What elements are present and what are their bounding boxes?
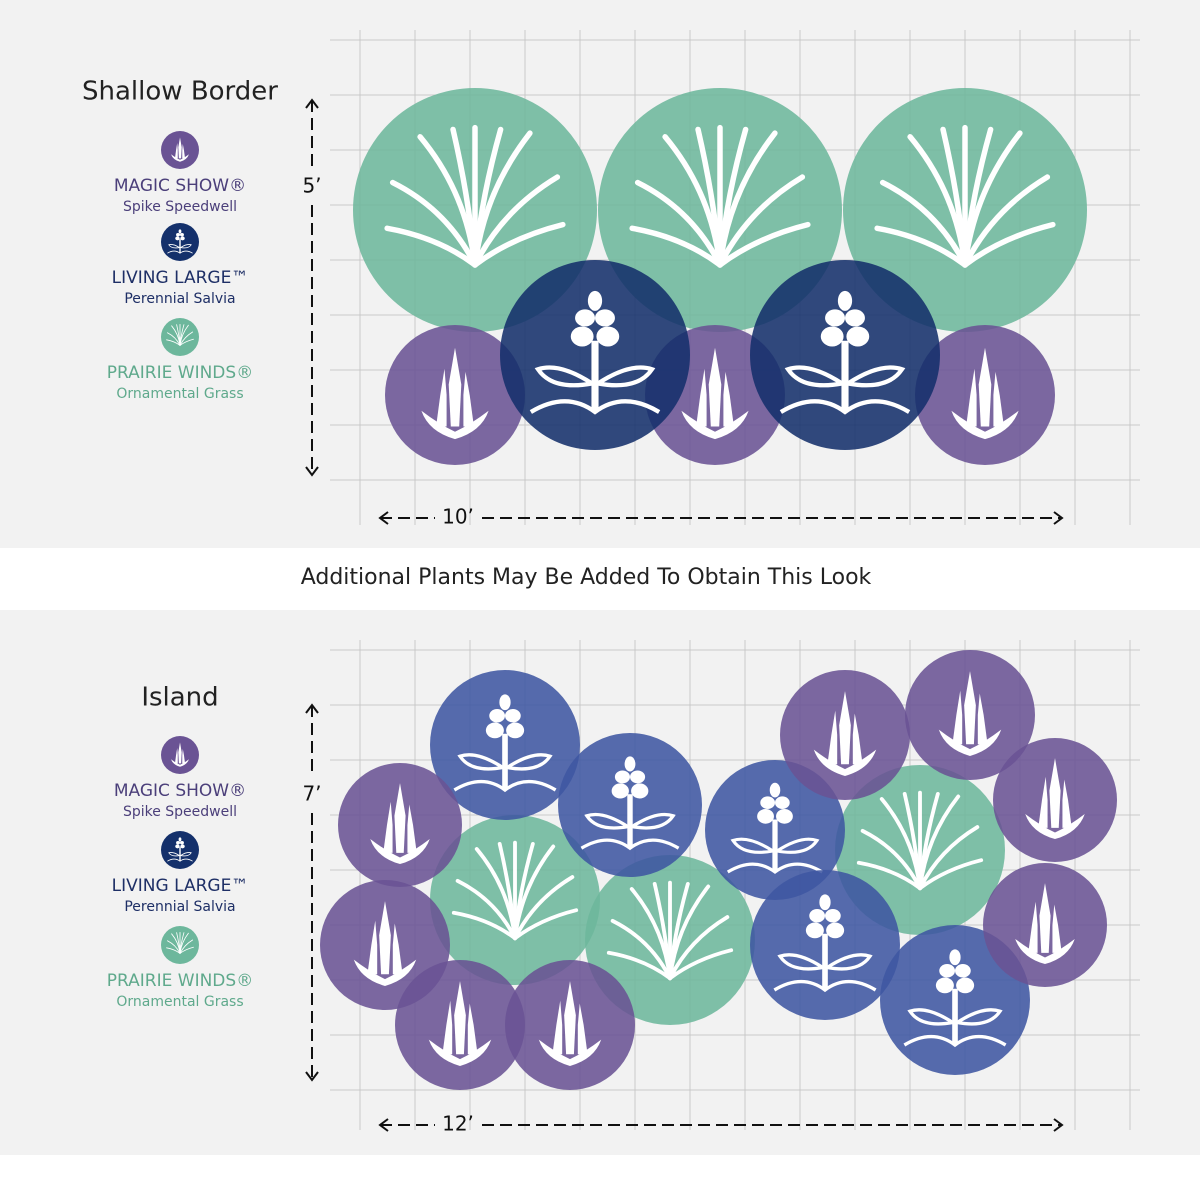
legend-name: MAGIC SHOW® [114,781,246,801]
legend-sub: Spike Speedwell [123,804,237,820]
legend-sub: Perennial Salvia [124,291,235,307]
arrow-head [378,511,389,525]
width-label: 10’ [442,505,474,529]
panel-title: Island [141,683,218,713]
legend-sub: Perennial Salvia [124,899,235,915]
legend-name: MAGIC SHOW® [114,176,246,196]
legend-name: LIVING LARGE™ [112,876,249,896]
arrow-head [305,1071,319,1082]
legend-name: PRAIRIE WINDS® [107,363,253,383]
panel-title: Shallow Border [82,77,278,107]
arrow-head [305,466,319,477]
legend-name: PRAIRIE WINDS® [107,971,253,991]
arrow-head [305,703,319,714]
arrow-head [1053,1118,1064,1132]
legend-sub: Spike Speedwell [123,199,237,215]
height-label: 5’ [302,174,321,198]
arrow-head [378,1118,389,1132]
arrow-head [1053,511,1064,525]
width-label: 12’ [442,1112,474,1136]
legend-sub: Ornamental Grass [116,386,243,402]
legend-name: LIVING LARGE™ [112,268,249,288]
banner: Additional Plants May Be Added To Obtain… [301,565,872,590]
arrow-head [305,98,319,109]
height-label: 7’ [302,782,321,806]
legend-sub: Ornamental Grass [116,994,243,1010]
